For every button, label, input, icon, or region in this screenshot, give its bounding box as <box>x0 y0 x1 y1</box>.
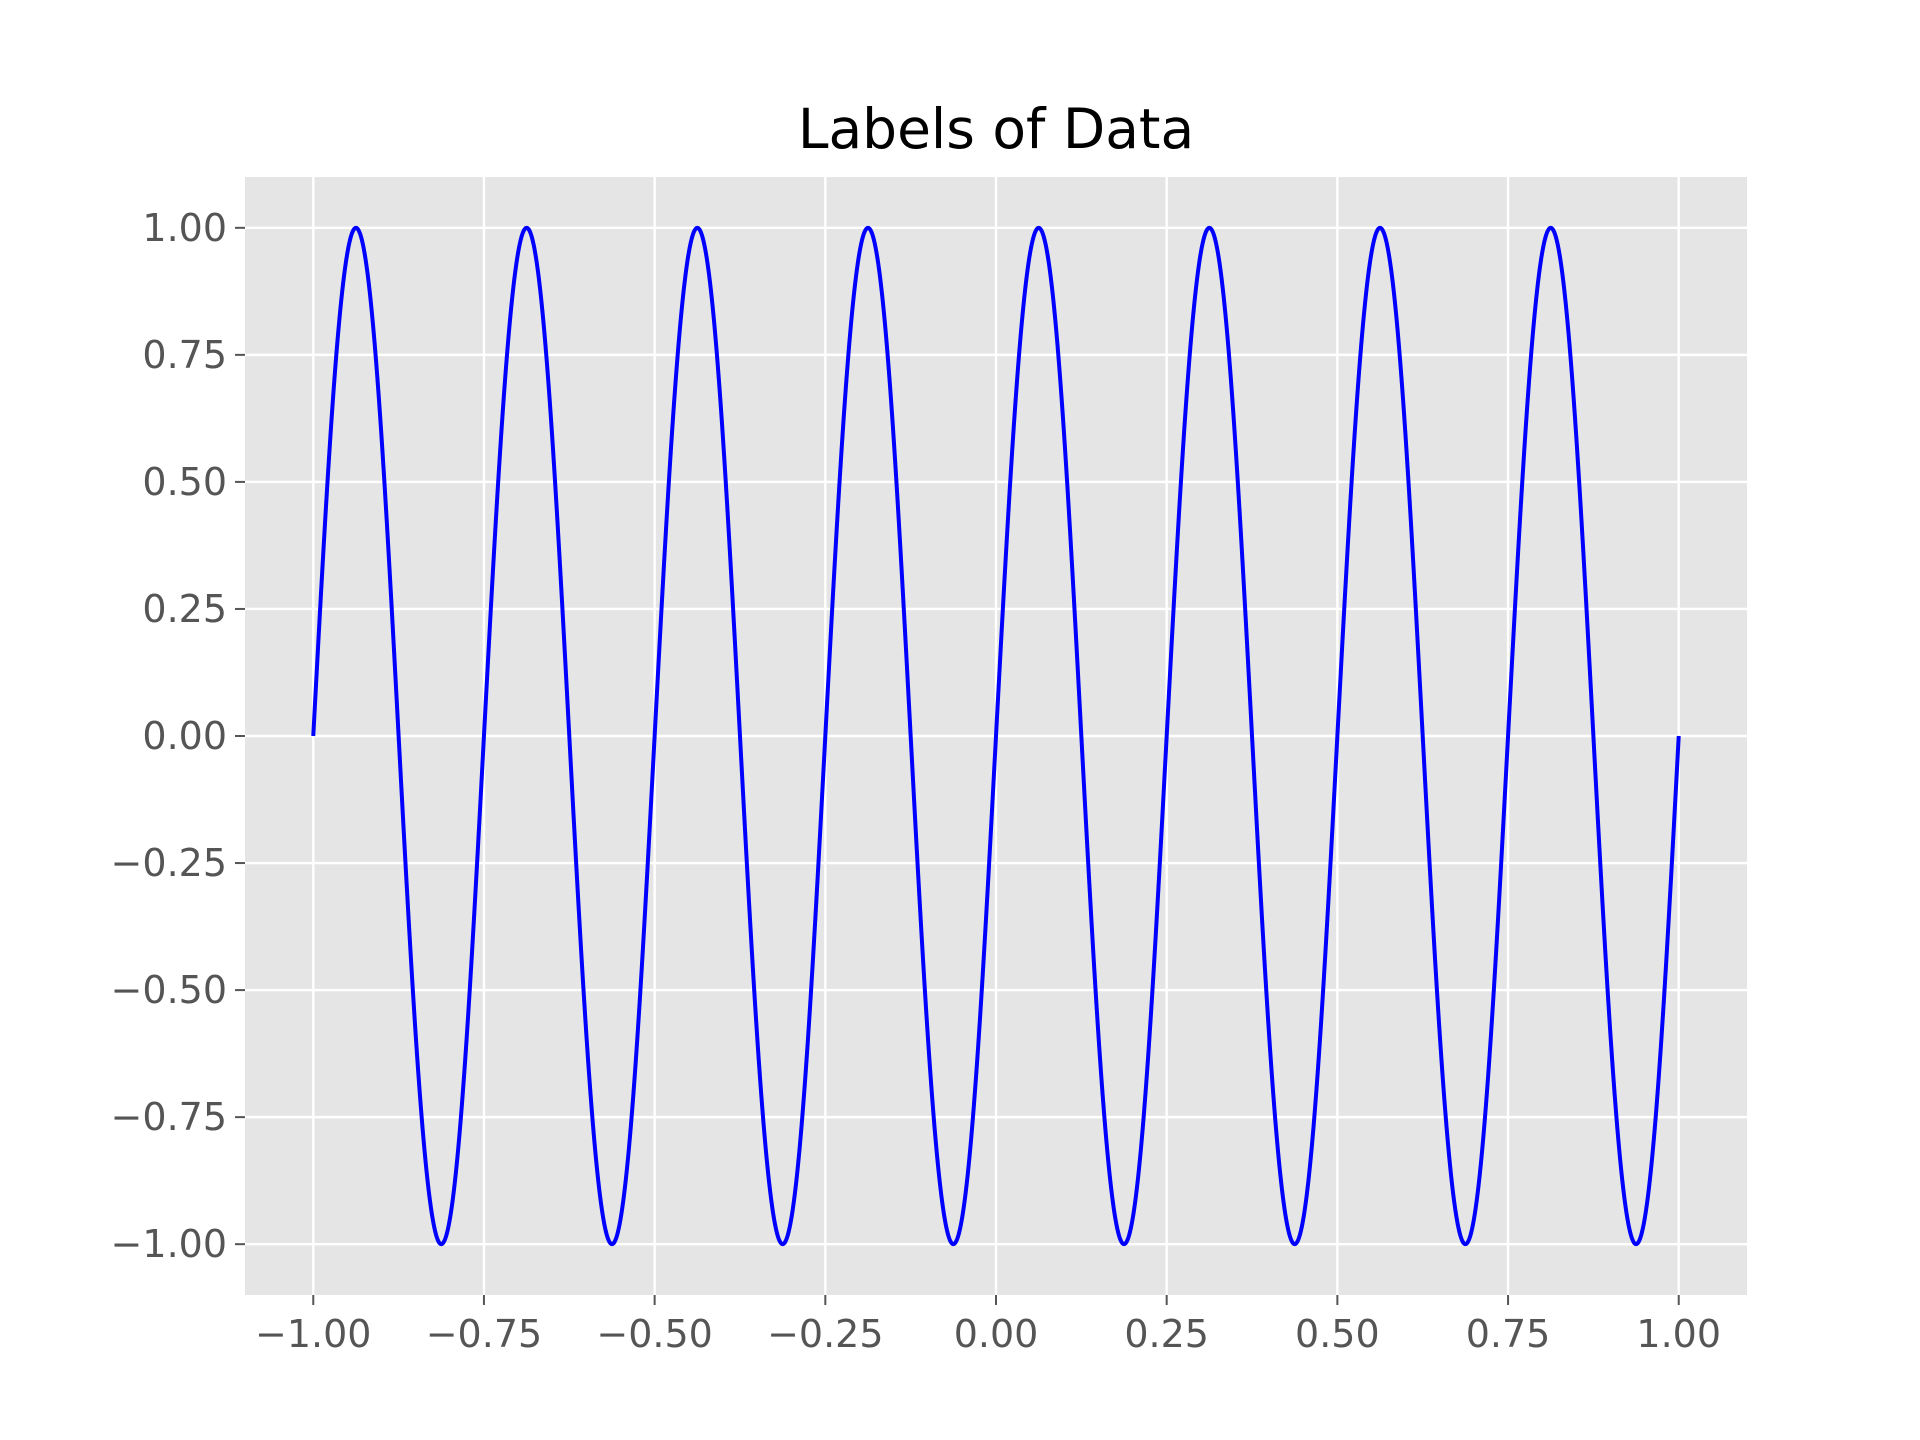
x-tick-label: −1.00 <box>255 1312 371 1356</box>
x-tick-label: 1.00 <box>1636 1312 1721 1356</box>
y-tick-label: −0.25 <box>111 841 227 885</box>
x-tick-label: 0.50 <box>1295 1312 1380 1356</box>
x-tick-label: −0.75 <box>426 1312 542 1356</box>
x-tick-label: −0.50 <box>596 1312 712 1356</box>
y-tick-label: 1.00 <box>142 206 227 250</box>
y-tick-label: −0.50 <box>111 968 227 1012</box>
x-tick-label: 0.75 <box>1466 1312 1551 1356</box>
y-tick-label: 0.00 <box>142 714 227 758</box>
x-tick-label: 0.25 <box>1124 1312 1209 1356</box>
y-tick-label: 0.75 <box>142 333 227 377</box>
y-tick-label: 0.25 <box>142 587 227 631</box>
y-tick-label: −0.75 <box>111 1095 227 1139</box>
y-tick-label: 0.50 <box>142 460 227 504</box>
chart-title: Labels of Data <box>798 97 1194 161</box>
y-tick-label: −1.00 <box>111 1222 227 1266</box>
series-line <box>311 225 1681 1247</box>
x-tick-label: 0.00 <box>954 1312 1039 1356</box>
x-tick-label: −0.25 <box>767 1312 883 1356</box>
series-layer <box>311 225 1681 1247</box>
axis-ticks: −1.00 −0.75 −0.50 −0.25 0.00 0.25 0.50 0.75 1.00… <box>111 206 1721 1356</box>
